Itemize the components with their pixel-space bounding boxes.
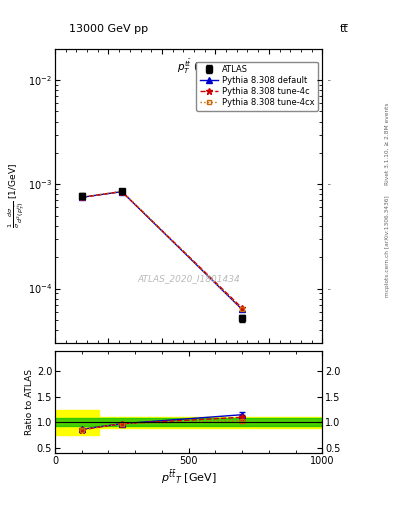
Text: 13000 GeV pp: 13000 GeV pp: [69, 24, 148, 34]
Pythia 8.308 tune-4cx: [119, 188, 124, 194]
Text: tt̅: tt̅: [340, 24, 348, 34]
Line: Pythia 8.308 tune-4cx: Pythia 8.308 tune-4cx: [79, 189, 244, 312]
Pythia 8.308 tune-4c: [119, 188, 124, 195]
Pythia 8.308 default: [79, 194, 84, 200]
Text: Rivet 3.1.10, ≥ 2.8M events: Rivet 3.1.10, ≥ 2.8M events: [385, 102, 389, 185]
Line: Pythia 8.308 tune-4c: Pythia 8.308 tune-4c: [78, 188, 246, 311]
Pythia 8.308 tune-4cx: [240, 306, 244, 312]
Y-axis label: $\frac{1}{\sigma}\frac{d\sigma}{d^2(p_T^{t\bar{t}})}$ [1/GeV]: $\frac{1}{\sigma}\frac{d\sigma}{d^2(p_T^…: [6, 163, 27, 228]
Line: Pythia 8.308 default: Pythia 8.308 default: [79, 189, 245, 312]
Legend: ATLAS, Pythia 8.308 default, Pythia 8.308 tune-4c, Pythia 8.308 tune-4cx: ATLAS, Pythia 8.308 default, Pythia 8.30…: [196, 61, 318, 111]
Pythia 8.308 tune-4cx: [79, 194, 84, 200]
Text: ATLAS_2020_I1801434: ATLAS_2020_I1801434: [137, 274, 240, 283]
Text: $p_T^{t\bar{t}}$ (ATLAS ttbar): $p_T^{t\bar{t}}$ (ATLAS ttbar): [177, 57, 264, 76]
Pythia 8.308 tune-4c: [79, 194, 84, 200]
Pythia 8.308 default: [119, 188, 124, 195]
X-axis label: $p^{\bar{t}\bar{t}}{}_T$ [GeV]: $p^{\bar{t}\bar{t}}{}_T$ [GeV]: [161, 468, 217, 486]
Pythia 8.308 default: [240, 306, 244, 312]
Pythia 8.308 tune-4c: [240, 305, 244, 311]
Text: mcplots.cern.ch [arXiv:1306.3436]: mcplots.cern.ch [arXiv:1306.3436]: [385, 195, 389, 296]
Y-axis label: Ratio to ATLAS: Ratio to ATLAS: [25, 369, 34, 435]
